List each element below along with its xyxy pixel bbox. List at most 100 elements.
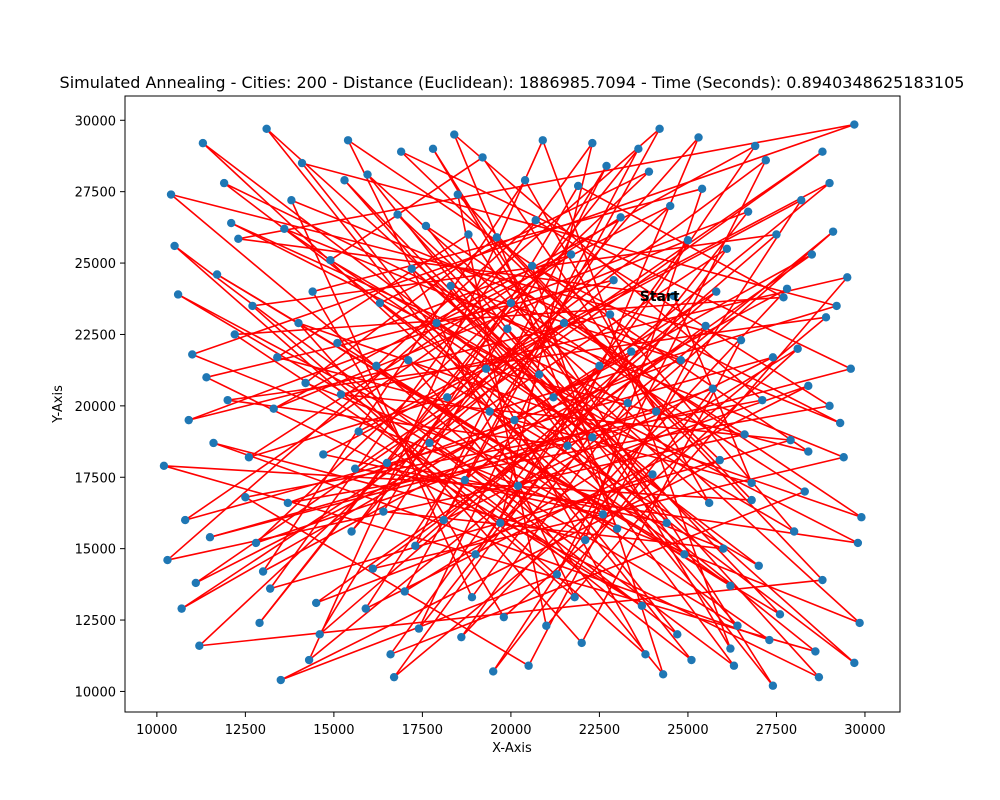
- city-point: [797, 196, 806, 205]
- city-point: [361, 604, 370, 613]
- city-point: [389, 672, 399, 682]
- city-point: [804, 381, 813, 391]
- city-point: [248, 301, 257, 311]
- x-tick-label: 25000: [667, 723, 708, 738]
- city-point: [828, 227, 838, 236]
- y-tick-label: 15000: [75, 543, 116, 558]
- tour-segment: [366, 173, 861, 624]
- tour-segment: [177, 293, 618, 530]
- city-point: [170, 241, 179, 251]
- city-point: [832, 301, 841, 311]
- y-tick-label: 30000: [75, 114, 116, 129]
- city-point: [616, 213, 625, 222]
- tour-segment: [467, 234, 668, 524]
- tour-segment: [563, 322, 745, 436]
- city-point: [492, 233, 501, 242]
- city-point: [644, 167, 654, 176]
- city-point: [786, 435, 795, 445]
- city-point: [676, 355, 686, 365]
- city-point: [425, 438, 434, 448]
- city-point: [651, 407, 661, 416]
- city-point: [595, 361, 604, 371]
- city-point: [637, 601, 647, 610]
- city-point: [354, 427, 363, 436]
- city-point: [531, 216, 540, 225]
- city-point: [708, 384, 717, 393]
- city-point: [453, 190, 463, 199]
- city-point: [609, 276, 618, 285]
- tour-segment: [485, 367, 809, 453]
- city-point: [673, 630, 682, 639]
- tour-segment: [453, 133, 763, 401]
- city-point: [669, 291, 678, 301]
- city-point: [202, 373, 211, 382]
- tour-segment: [499, 231, 834, 524]
- city-point: [605, 310, 615, 319]
- city-point: [258, 567, 268, 576]
- tour-segment: [276, 233, 469, 358]
- tour-segment: [234, 296, 784, 336]
- city-point: [648, 470, 657, 479]
- tour-segment: [393, 351, 632, 678]
- city-point: [340, 176, 349, 185]
- city-point: [552, 570, 562, 579]
- tour-segment: [230, 222, 629, 404]
- tour-segment: [262, 288, 788, 573]
- tour-segment: [553, 253, 813, 398]
- chart-title: Simulated Annealing - Cities: 200 - Dist…: [60, 73, 965, 92]
- city-point: [658, 670, 668, 679]
- city-point: [319, 450, 328, 459]
- city-point: [747, 478, 756, 488]
- tour-segment: [273, 145, 756, 410]
- tour-segment: [166, 128, 661, 561]
- tour-segment: [181, 350, 632, 610]
- city-point: [219, 178, 229, 188]
- tour-segment: [213, 442, 586, 541]
- city-point: [460, 475, 470, 485]
- tour-segment: [284, 228, 845, 459]
- city-point: [818, 575, 827, 585]
- tour-segment: [411, 268, 654, 476]
- x-tick-label: 27500: [756, 723, 797, 738]
- city-point: [478, 153, 487, 162]
- city-point: [396, 147, 406, 156]
- city-point: [485, 407, 494, 416]
- tour-segment: [315, 253, 813, 604]
- city-point: [280, 224, 289, 233]
- tour-segment: [319, 165, 608, 635]
- city-point: [212, 270, 222, 279]
- city-point: [244, 453, 254, 462]
- city-point: [372, 361, 381, 371]
- tour-segment: [273, 239, 689, 410]
- city-point: [729, 661, 739, 670]
- city-point: [503, 324, 512, 333]
- city-point: [772, 230, 781, 239]
- city-point: [496, 518, 505, 528]
- tour-segment: [312, 188, 703, 293]
- city-point: [457, 632, 466, 642]
- city-point: [510, 415, 519, 425]
- city-point: [273, 353, 282, 362]
- tour-segment: [329, 156, 484, 261]
- city-point: [251, 538, 261, 548]
- city-point: [655, 124, 664, 134]
- city-point: [393, 210, 402, 219]
- tour-segment: [170, 193, 742, 341]
- tour-segment: [290, 199, 473, 598]
- tour-segment: [163, 465, 816, 653]
- tour-segment: [347, 139, 576, 598]
- city-point: [209, 438, 218, 448]
- tour-segment: [355, 467, 858, 544]
- city-point: [719, 544, 728, 553]
- city-point: [205, 533, 215, 542]
- city-point: [683, 236, 693, 245]
- tour-segment: [184, 253, 572, 521]
- city-point: [414, 624, 424, 633]
- start-label: Start: [640, 289, 680, 305]
- plot-area: Start: [124, 95, 901, 713]
- y-tick-label: 17500: [75, 471, 116, 486]
- tour-segment: [386, 462, 667, 524]
- tour-segment: [436, 322, 593, 438]
- city-point: [634, 144, 643, 154]
- tour-segment: [244, 496, 530, 667]
